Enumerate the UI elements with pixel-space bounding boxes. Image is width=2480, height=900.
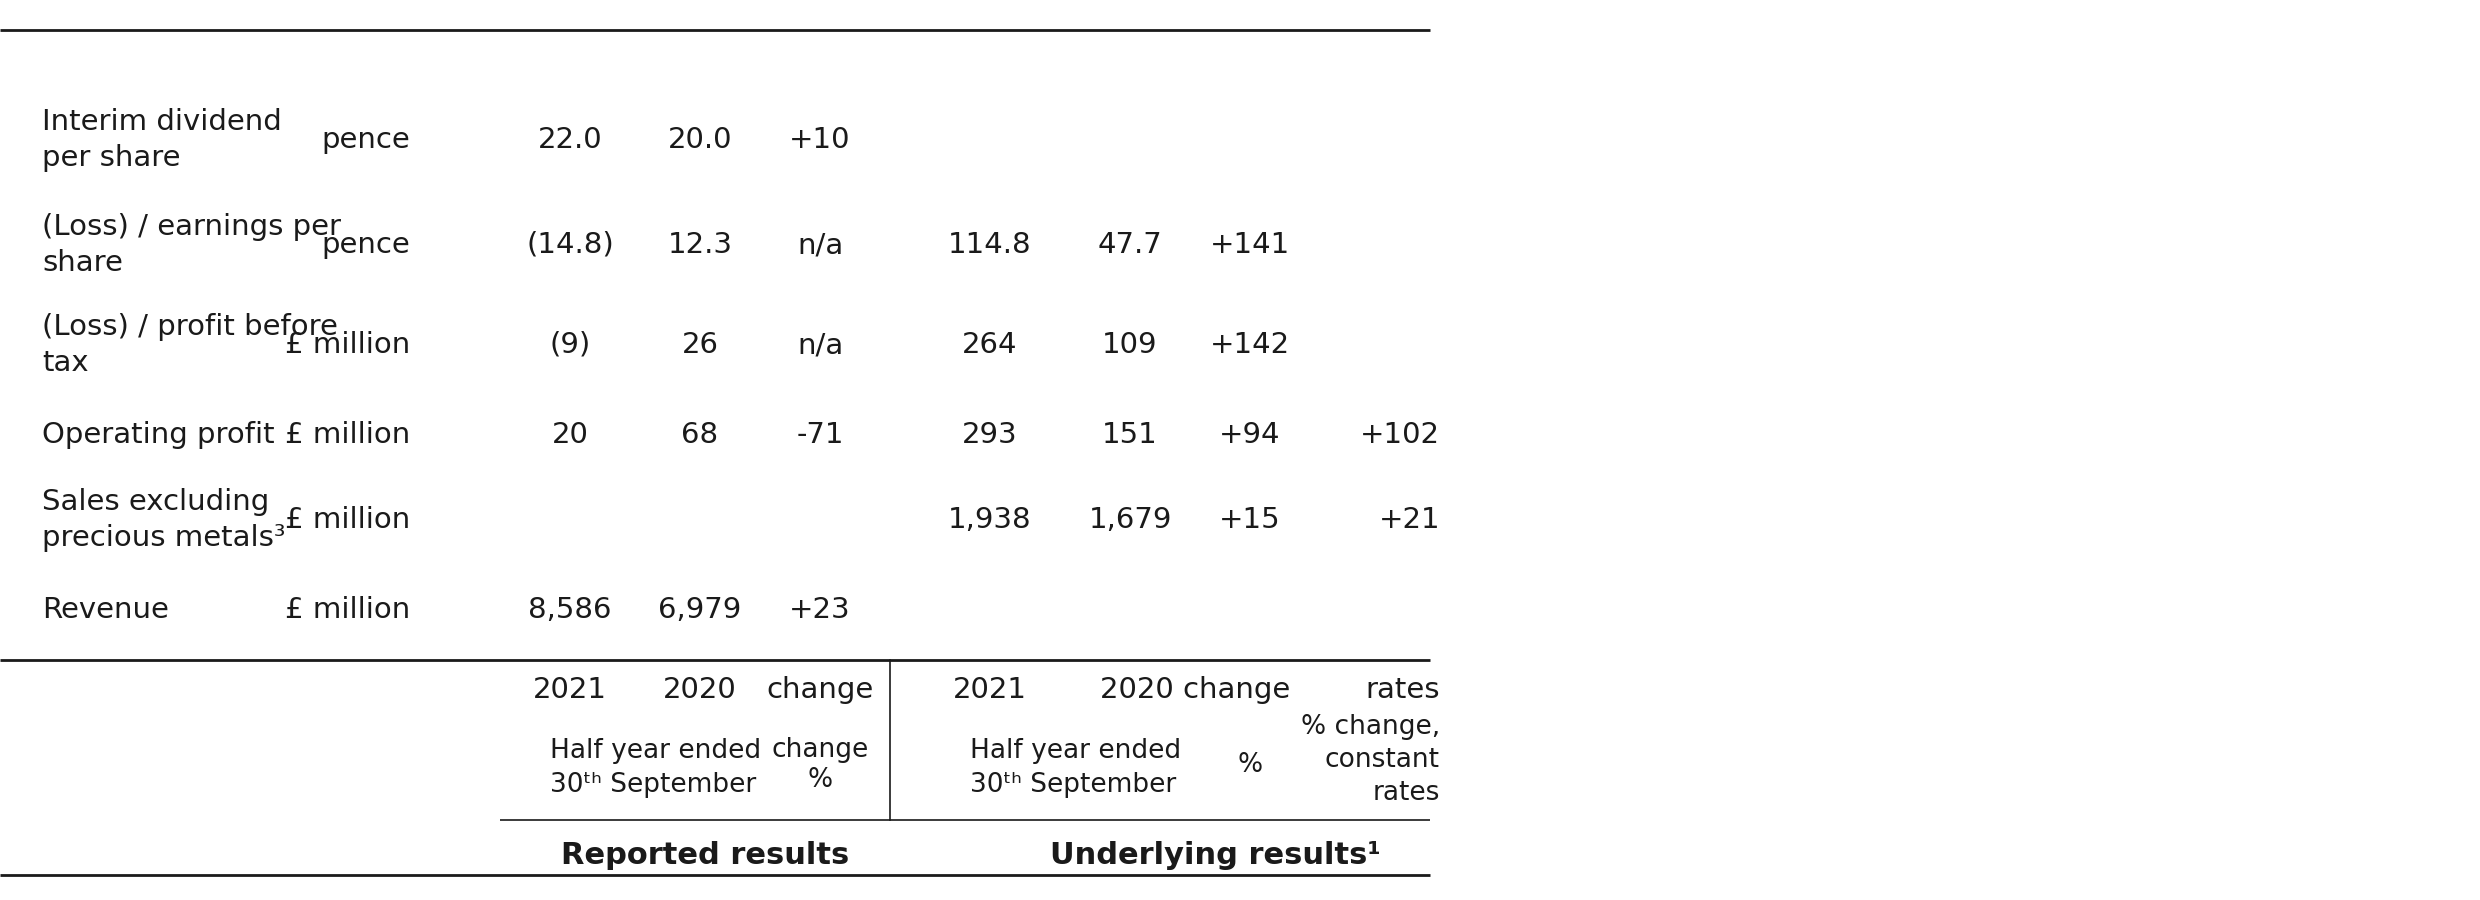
Text: change: change	[766, 676, 873, 704]
Text: 109: 109	[1101, 331, 1158, 359]
Text: 47.7: 47.7	[1099, 231, 1163, 259]
Text: pence: pence	[322, 231, 409, 259]
Text: 20.0: 20.0	[667, 126, 732, 154]
Text: +102: +102	[1359, 421, 1441, 449]
Text: 114.8: 114.8	[947, 231, 1032, 259]
Text: %: %	[808, 767, 833, 793]
Text: Reported results: Reported results	[560, 841, 848, 869]
Text: 293: 293	[962, 421, 1017, 449]
Text: n/a: n/a	[796, 231, 843, 259]
Text: +15: +15	[1220, 506, 1280, 534]
Text: 1,938: 1,938	[947, 506, 1032, 534]
Text: Half year ended
30ᵗʰ September: Half year ended 30ᵗʰ September	[551, 738, 761, 798]
Text: +141: +141	[1210, 231, 1290, 259]
Text: +94: +94	[1220, 421, 1280, 449]
Text: (14.8): (14.8)	[526, 231, 615, 259]
Text: 2020 change: 2020 change	[1101, 676, 1290, 704]
Text: rates: rates	[1366, 676, 1441, 704]
Text: n/a: n/a	[796, 331, 843, 359]
Text: Revenue: Revenue	[42, 596, 169, 624]
Text: 2020: 2020	[662, 676, 737, 704]
Text: change: change	[771, 737, 868, 763]
Text: 12.3: 12.3	[667, 231, 732, 259]
Text: +10: +10	[789, 126, 851, 154]
Text: Sales excluding
precious metals³: Sales excluding precious metals³	[42, 488, 285, 552]
Text: £ million: £ million	[285, 331, 409, 359]
Text: 264: 264	[962, 331, 1017, 359]
Text: 6,979: 6,979	[657, 596, 742, 624]
Text: £ million: £ million	[285, 596, 409, 624]
Text: Underlying results¹: Underlying results¹	[1049, 841, 1381, 869]
Text: Interim dividend
per share: Interim dividend per share	[42, 108, 283, 172]
Text: +23: +23	[789, 596, 851, 624]
Text: 20: 20	[551, 421, 588, 449]
Text: % change,
constant
rates: % change, constant rates	[1300, 714, 1441, 806]
Text: £ million: £ million	[285, 506, 409, 534]
Text: +21: +21	[1379, 506, 1441, 534]
Text: -71: -71	[796, 421, 843, 449]
Text: (9): (9)	[551, 331, 590, 359]
Text: £ million: £ million	[285, 421, 409, 449]
Text: pence: pence	[322, 126, 409, 154]
Text: 26: 26	[682, 331, 719, 359]
Text: 1,679: 1,679	[1089, 506, 1171, 534]
Text: 68: 68	[682, 421, 719, 449]
Text: 8,586: 8,586	[528, 596, 613, 624]
Text: 151: 151	[1101, 421, 1158, 449]
Text: (Loss) / earnings per
share: (Loss) / earnings per share	[42, 213, 342, 277]
Text: %: %	[1238, 752, 1262, 778]
Text: Operating profit: Operating profit	[42, 421, 275, 449]
Text: 2021: 2021	[533, 676, 608, 704]
Text: 2021: 2021	[952, 676, 1027, 704]
Text: Half year ended
30ᵗʰ September: Half year ended 30ᵗʰ September	[970, 738, 1180, 798]
Text: +142: +142	[1210, 331, 1290, 359]
Text: (Loss) / profit before
tax: (Loss) / profit before tax	[42, 313, 337, 377]
Text: 22.0: 22.0	[538, 126, 603, 154]
